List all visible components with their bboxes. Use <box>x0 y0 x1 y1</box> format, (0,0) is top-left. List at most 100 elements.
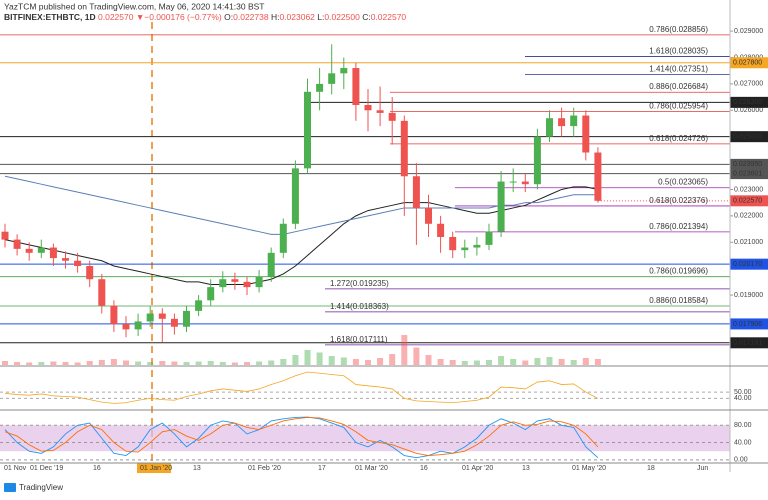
candle-body <box>74 260 82 267</box>
level-tag <box>730 96 768 108</box>
fib-label: 1.618(0.028035) <box>649 47 708 56</box>
volume-bar <box>498 356 505 365</box>
x-label-highlight <box>137 463 171 473</box>
candle-body <box>25 248 33 253</box>
volume-bar <box>268 360 275 365</box>
candle-body <box>546 118 553 137</box>
candle-body <box>13 239 21 249</box>
last-price-tag <box>730 195 768 207</box>
candle-body <box>170 318 178 327</box>
fib-label: 1.618(0.017111) <box>330 335 388 344</box>
level-tag-label: 0.025000 <box>733 134 762 141</box>
fib-label: 0.786(0.019696) <box>649 267 708 276</box>
candle-body <box>183 310 190 327</box>
fib-price: (0.018584) <box>669 296 708 305</box>
quote: 0.022570 <box>371 12 407 22</box>
fib-ratio: 1.618 <box>649 47 670 56</box>
candle-body <box>533 136 541 185</box>
fib-price: (0.021394) <box>669 222 708 231</box>
stoch-line <box>4 416 599 459</box>
fib-label: 0.886(0.026684) <box>649 82 708 91</box>
volume-bar <box>98 360 105 365</box>
y-tick-label: 0.021000 <box>734 239 763 246</box>
fib-ratio: 0.786 <box>649 222 670 231</box>
candle-body <box>485 231 493 245</box>
y-tick-label: 0.023000 <box>734 186 763 193</box>
volume-bar <box>582 358 589 365</box>
level-tag <box>730 168 768 180</box>
last-price-label: 0.022570 <box>733 198 762 205</box>
volume-bar <box>522 360 529 365</box>
volume-bar <box>147 362 154 365</box>
fib-ratio: 1.414 <box>330 302 351 311</box>
volume-bar <box>123 360 129 365</box>
fib-ratio: 0.786 <box>649 25 670 34</box>
volume-bar <box>437 359 444 365</box>
candle-body <box>509 181 517 183</box>
publisher: YazTCM published on TradingView.com, May… <box>4 1 265 11</box>
logo <box>4 483 16 492</box>
fib-price: (0.028035) <box>669 47 708 56</box>
fib-price: (0.027351) <box>669 65 708 74</box>
footer[interactable]: TradingView <box>19 483 63 492</box>
rsi-line <box>4 371 599 404</box>
quote: 0.022500 <box>324 12 360 22</box>
fib-ratio: 0.5 <box>658 178 670 187</box>
volume-bar <box>340 357 347 365</box>
quote: C: <box>362 12 371 22</box>
candle-body <box>558 118 566 127</box>
quote: ▼ <box>136 12 144 22</box>
x-tick-label: 01 Nov <box>4 465 27 472</box>
x-tick-label: 01 Mar '20 <box>355 465 388 472</box>
fib-label: 1.414(0.018363) <box>330 302 389 311</box>
candle-body <box>86 266 94 280</box>
candle-body <box>255 276 263 288</box>
fib-ratio: 0.886 <box>649 82 670 91</box>
candle-body <box>122 324 130 330</box>
x-tick-label: 13 <box>193 465 201 472</box>
candle-body <box>400 120 408 177</box>
volume-bar <box>135 361 142 365</box>
candle-body <box>340 68 348 74</box>
candle-body <box>98 279 106 306</box>
volume-bar <box>280 359 287 365</box>
volume-bar <box>183 362 190 365</box>
quote: −0.000176 (−0.77%) <box>144 12 222 22</box>
x-tick-label: Jun <box>697 465 708 472</box>
level-tag-label: 0.017906 <box>733 321 762 328</box>
fib-ratio: 0.786 <box>649 267 670 276</box>
candle-body <box>134 321 142 330</box>
volume-bar <box>534 358 541 365</box>
volume-bar <box>449 360 456 365</box>
volume-bar <box>558 359 565 365</box>
volume-bar <box>425 355 432 365</box>
volume-bar <box>546 357 553 365</box>
volume-bar <box>401 335 408 365</box>
level-tag <box>730 337 768 349</box>
symbol-line: BITFINEX:ETHBTC, 1D 0.022570 ▼−0.000176 … <box>4 12 406 22</box>
volume-bar <box>14 362 21 365</box>
volume-bar <box>328 356 335 365</box>
volume-bar <box>110 359 117 365</box>
level-tag-label: 0.023601 <box>733 170 762 177</box>
volume-bar <box>244 362 250 365</box>
candle-body <box>207 287 215 301</box>
fib-price: (0.023065) <box>669 178 708 187</box>
x-tick-label: 16 <box>420 465 428 472</box>
quote: 0.022738 <box>233 12 269 22</box>
quote: H: <box>271 12 280 22</box>
fib-price: (0.026684) <box>669 82 708 91</box>
level-tag <box>730 158 768 170</box>
fib-ratio: 0.786 <box>649 102 670 111</box>
candle-body <box>1 231 9 240</box>
y-tick-label: 0.019000 <box>734 292 763 299</box>
x-tick-label: 01 Jan '20 <box>140 465 172 472</box>
fib-label: 0.786(0.028856) <box>649 25 708 34</box>
stoch-line <box>4 417 599 456</box>
level-tag <box>730 131 768 143</box>
candle-body <box>146 313 154 322</box>
x-tick-label: 13 <box>522 465 530 472</box>
volume-bar <box>473 360 480 365</box>
volume-bar <box>62 362 69 365</box>
